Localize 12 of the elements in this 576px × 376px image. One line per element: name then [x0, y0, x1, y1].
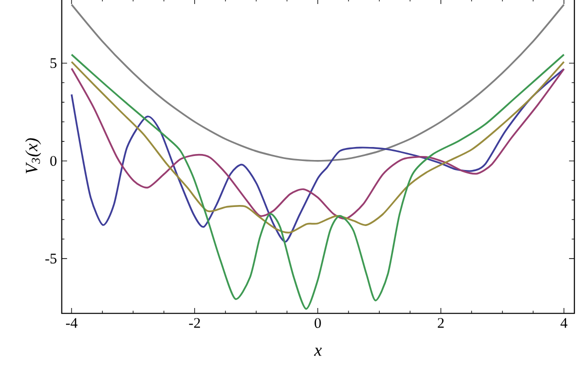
x-tick-label: 2	[438, 318, 444, 328]
line-series	[70, 54, 565, 310]
x-axis-title: x	[314, 348, 322, 356]
x-tick-label: -4	[66, 318, 78, 328]
y-axis-title: V$_{3}$(x)	[25, 138, 41, 174]
x-tick-label: 0	[314, 318, 321, 328]
y-tick-label: 0	[50, 156, 56, 166]
y-tick-label: 5	[50, 58, 56, 68]
x-tick-label: 4	[560, 318, 568, 328]
line-series	[70, 4, 565, 162]
y-tick-label: -5	[45, 254, 56, 264]
x-tick-label: -2	[189, 318, 200, 328]
